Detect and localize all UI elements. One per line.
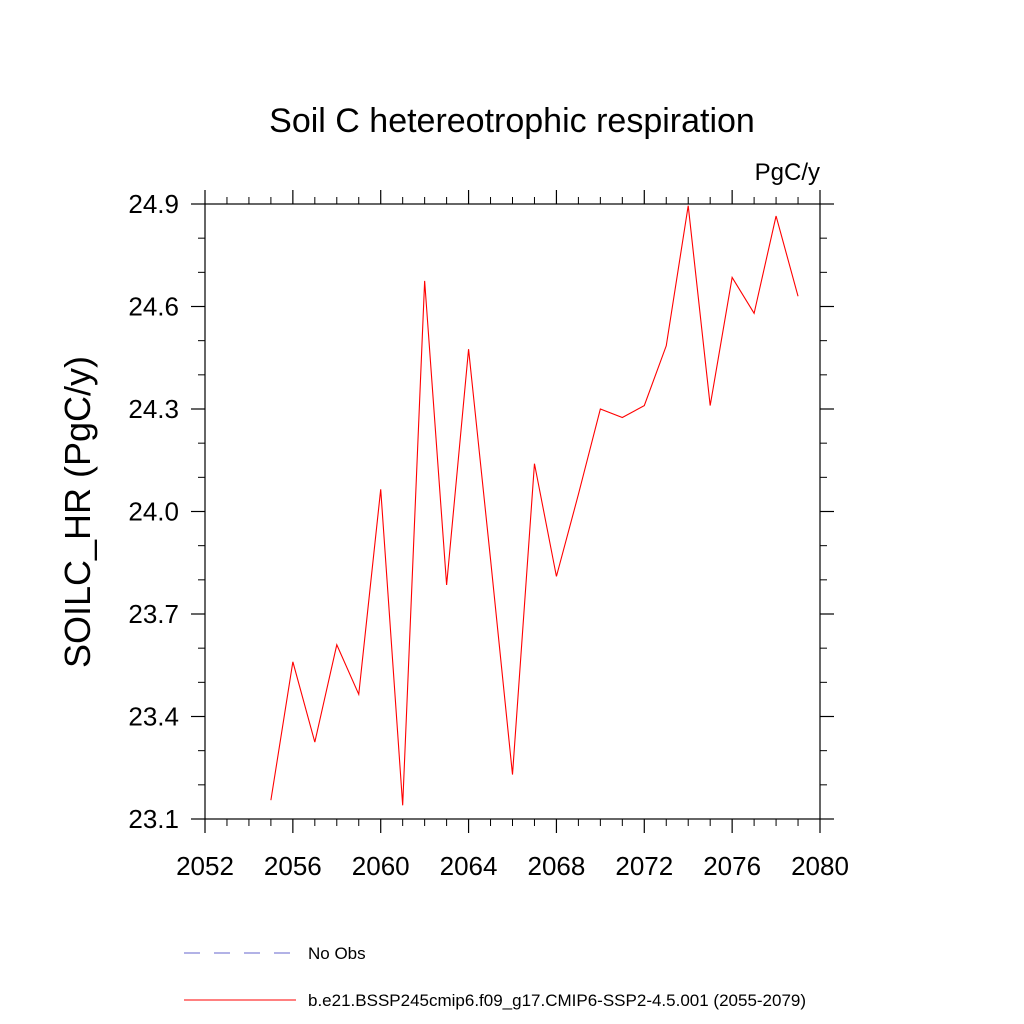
x-tick-label: 2068 bbox=[528, 851, 586, 881]
axis-ticks bbox=[191, 190, 834, 833]
x-tick-label: 2076 bbox=[703, 851, 761, 881]
y-tick-labels: 23.1 23.4 23.7 24.0 24.3 24.6 24.9 bbox=[128, 189, 179, 834]
legend-label: No Obs bbox=[308, 944, 366, 963]
series-lines bbox=[270, 205, 799, 806]
series-line bbox=[270, 205, 799, 806]
units-label: PgC/y bbox=[755, 159, 820, 186]
y-tick-label: 24.6 bbox=[128, 292, 179, 322]
plot-frame bbox=[204, 203, 821, 820]
x-tick-label: 2080 bbox=[791, 851, 849, 881]
y-axis-label: SOILC_HR (PgC/y) bbox=[57, 356, 98, 668]
x-tick-label: 2056 bbox=[264, 851, 322, 881]
x-tick-label: 2064 bbox=[440, 851, 498, 881]
y-tick-label: 23.7 bbox=[128, 599, 179, 629]
x-tick-labels: 2052 2056 2060 2064 2068 2072 2076 2080 bbox=[176, 851, 849, 881]
y-tick-label: 23.1 bbox=[128, 804, 179, 834]
y-tick-label: 24.3 bbox=[128, 394, 179, 424]
y-tick-label: 24.0 bbox=[128, 497, 179, 527]
x-tick-label: 2052 bbox=[176, 851, 234, 881]
x-tick-label: 2060 bbox=[352, 851, 410, 881]
y-tick-label: 23.4 bbox=[128, 702, 179, 732]
chart-title: Soil C hetereotrophic respiration bbox=[269, 102, 755, 140]
x-tick-label: 2072 bbox=[615, 851, 673, 881]
legend: No Obs b.e21.BSSP245cmip6.f09_g17.CMIP6-S… bbox=[184, 944, 806, 1010]
legend-label: b.e21.BSSP245cmip6.f09_g17.CMIP6-SSP2-4.… bbox=[308, 991, 806, 1010]
y-tick-label: 24.9 bbox=[128, 189, 179, 219]
